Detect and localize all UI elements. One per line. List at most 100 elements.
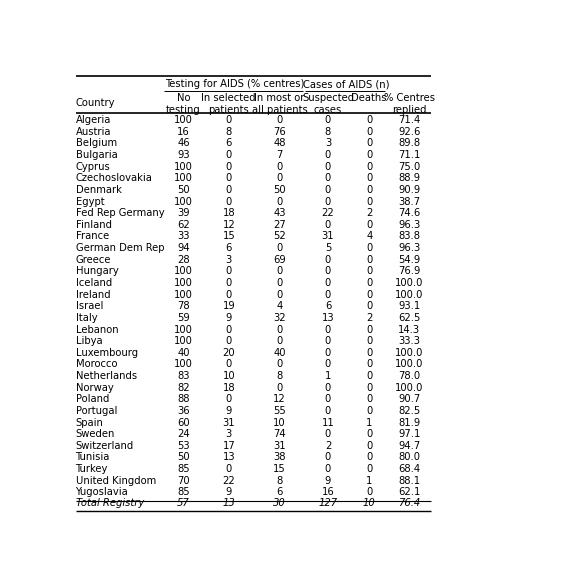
Text: 93: 93 xyxy=(178,150,190,160)
Text: Fed Rep Germany: Fed Rep Germany xyxy=(76,208,164,218)
Text: 33.3: 33.3 xyxy=(398,336,420,346)
Text: 0: 0 xyxy=(366,441,372,451)
Text: 0: 0 xyxy=(366,127,372,137)
Text: 0: 0 xyxy=(325,185,331,195)
Text: Bulgaria: Bulgaria xyxy=(76,150,117,160)
Text: 0: 0 xyxy=(226,150,232,160)
Text: United Kingdom: United Kingdom xyxy=(76,476,156,486)
Text: 88.1: 88.1 xyxy=(398,476,420,486)
Text: 0: 0 xyxy=(277,289,283,300)
Text: 2: 2 xyxy=(366,313,373,323)
Text: 0: 0 xyxy=(366,115,372,125)
Text: Finland: Finland xyxy=(76,220,112,230)
Text: Egypt: Egypt xyxy=(76,196,104,207)
Text: 16: 16 xyxy=(321,487,335,497)
Text: Tunisia: Tunisia xyxy=(76,453,110,462)
Text: 0: 0 xyxy=(277,266,283,277)
Text: Deaths: Deaths xyxy=(352,94,387,103)
Text: 0: 0 xyxy=(226,289,232,300)
Text: 0: 0 xyxy=(366,185,372,195)
Text: 12: 12 xyxy=(273,394,286,404)
Text: 68.4: 68.4 xyxy=(398,464,420,474)
Text: 0: 0 xyxy=(277,115,283,125)
Text: 0: 0 xyxy=(226,278,232,288)
Text: 0: 0 xyxy=(366,429,372,439)
Text: 13: 13 xyxy=(222,498,235,508)
Text: Netherlands: Netherlands xyxy=(76,371,137,381)
Text: 76.4: 76.4 xyxy=(398,498,420,508)
Text: Ireland: Ireland xyxy=(76,289,110,300)
Text: 71.4: 71.4 xyxy=(398,115,420,125)
Text: 0: 0 xyxy=(325,254,331,265)
Text: 0: 0 xyxy=(325,266,331,277)
Text: 0: 0 xyxy=(226,325,232,335)
Text: 27: 27 xyxy=(273,220,286,230)
Text: Denmark: Denmark xyxy=(76,185,121,195)
Text: 80.0: 80.0 xyxy=(398,453,420,462)
Text: 31: 31 xyxy=(273,441,286,451)
Text: 39: 39 xyxy=(178,208,190,218)
Text: 0: 0 xyxy=(366,453,372,462)
Text: 0: 0 xyxy=(366,289,372,300)
Text: 71.1: 71.1 xyxy=(398,150,420,160)
Text: 0: 0 xyxy=(366,150,372,160)
Text: 0: 0 xyxy=(325,360,331,370)
Text: 75.0: 75.0 xyxy=(398,162,420,171)
Text: 60: 60 xyxy=(178,418,190,428)
Text: 18: 18 xyxy=(222,383,235,393)
Text: 59: 59 xyxy=(177,313,190,323)
Text: Austria: Austria xyxy=(76,127,111,137)
Text: 3: 3 xyxy=(226,429,232,439)
Text: 62.1: 62.1 xyxy=(398,487,420,497)
Text: In selected
patients: In selected patients xyxy=(201,94,256,115)
Text: 100: 100 xyxy=(174,266,193,277)
Text: Greece: Greece xyxy=(76,254,111,265)
Text: 9: 9 xyxy=(325,476,331,486)
Text: 2: 2 xyxy=(325,441,331,451)
Text: Italy: Italy xyxy=(76,313,97,323)
Text: 50: 50 xyxy=(178,185,190,195)
Text: 0: 0 xyxy=(226,266,232,277)
Text: 93.1: 93.1 xyxy=(398,301,420,311)
Text: 100: 100 xyxy=(174,360,193,370)
Text: Testing for AIDS (% centres): Testing for AIDS (% centres) xyxy=(164,80,304,89)
Text: 24: 24 xyxy=(178,429,190,439)
Text: 10: 10 xyxy=(222,371,235,381)
Text: 89.8: 89.8 xyxy=(398,138,420,148)
Text: 0: 0 xyxy=(226,464,232,474)
Text: 0: 0 xyxy=(226,394,232,404)
Text: 38: 38 xyxy=(273,453,286,462)
Text: 100.0: 100.0 xyxy=(395,360,423,370)
Text: 100.0: 100.0 xyxy=(395,289,423,300)
Text: 92.6: 92.6 xyxy=(398,127,420,137)
Text: 0: 0 xyxy=(366,162,372,171)
Text: 0: 0 xyxy=(366,196,372,207)
Text: Libya: Libya xyxy=(76,336,102,346)
Text: Country: Country xyxy=(76,98,115,108)
Text: 46: 46 xyxy=(178,138,190,148)
Text: 0: 0 xyxy=(325,162,331,171)
Text: % Centres
replied: % Centres replied xyxy=(384,94,435,115)
Text: 0: 0 xyxy=(325,115,331,125)
Text: 0: 0 xyxy=(366,371,372,381)
Text: 0: 0 xyxy=(226,185,232,195)
Text: 0: 0 xyxy=(366,406,372,416)
Text: 83.8: 83.8 xyxy=(398,231,420,242)
Text: 82.5: 82.5 xyxy=(398,406,420,416)
Text: 15: 15 xyxy=(222,231,235,242)
Text: Sweden: Sweden xyxy=(76,429,115,439)
Text: German Dem Rep: German Dem Rep xyxy=(76,243,164,253)
Text: 74.6: 74.6 xyxy=(398,208,420,218)
Text: 19: 19 xyxy=(222,301,235,311)
Text: 0: 0 xyxy=(325,325,331,335)
Text: 31: 31 xyxy=(222,418,235,428)
Text: 0: 0 xyxy=(325,406,331,416)
Text: 2: 2 xyxy=(366,208,373,218)
Text: 70: 70 xyxy=(178,476,190,486)
Text: 0: 0 xyxy=(325,453,331,462)
Text: 76.9: 76.9 xyxy=(398,266,420,277)
Text: 90.9: 90.9 xyxy=(398,185,420,195)
Text: 0: 0 xyxy=(226,173,232,183)
Text: 17: 17 xyxy=(222,441,235,451)
Text: 81.9: 81.9 xyxy=(398,418,420,428)
